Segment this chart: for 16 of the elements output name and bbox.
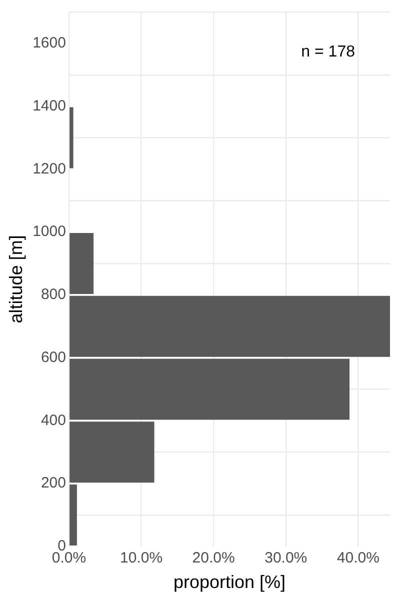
x-axis-title: proportion [%] <box>173 572 286 592</box>
x-tick-label: 10.0% <box>120 550 163 567</box>
y-tick-label: 800 <box>40 286 66 304</box>
x-tick-label: 30.0% <box>264 550 308 567</box>
y-tick-label: 200 <box>40 474 66 492</box>
y-tick-label: 400 <box>40 412 66 429</box>
y-tick-label: 1000 <box>32 223 66 240</box>
y-axis-title: altitude [m] <box>6 235 26 324</box>
y-tick-label: 1400 <box>32 97 66 114</box>
x-tick-label: 20.0% <box>192 550 235 567</box>
y-tick-label: 1600 <box>32 34 66 52</box>
y-tick-label: 1200 <box>32 160 66 178</box>
x-tick-label: 40.0% <box>336 550 380 567</box>
x-tick-label: 0.0% <box>52 550 86 567</box>
annotation: n = 178 <box>301 43 356 60</box>
y-tick-label: 600 <box>40 348 66 366</box>
